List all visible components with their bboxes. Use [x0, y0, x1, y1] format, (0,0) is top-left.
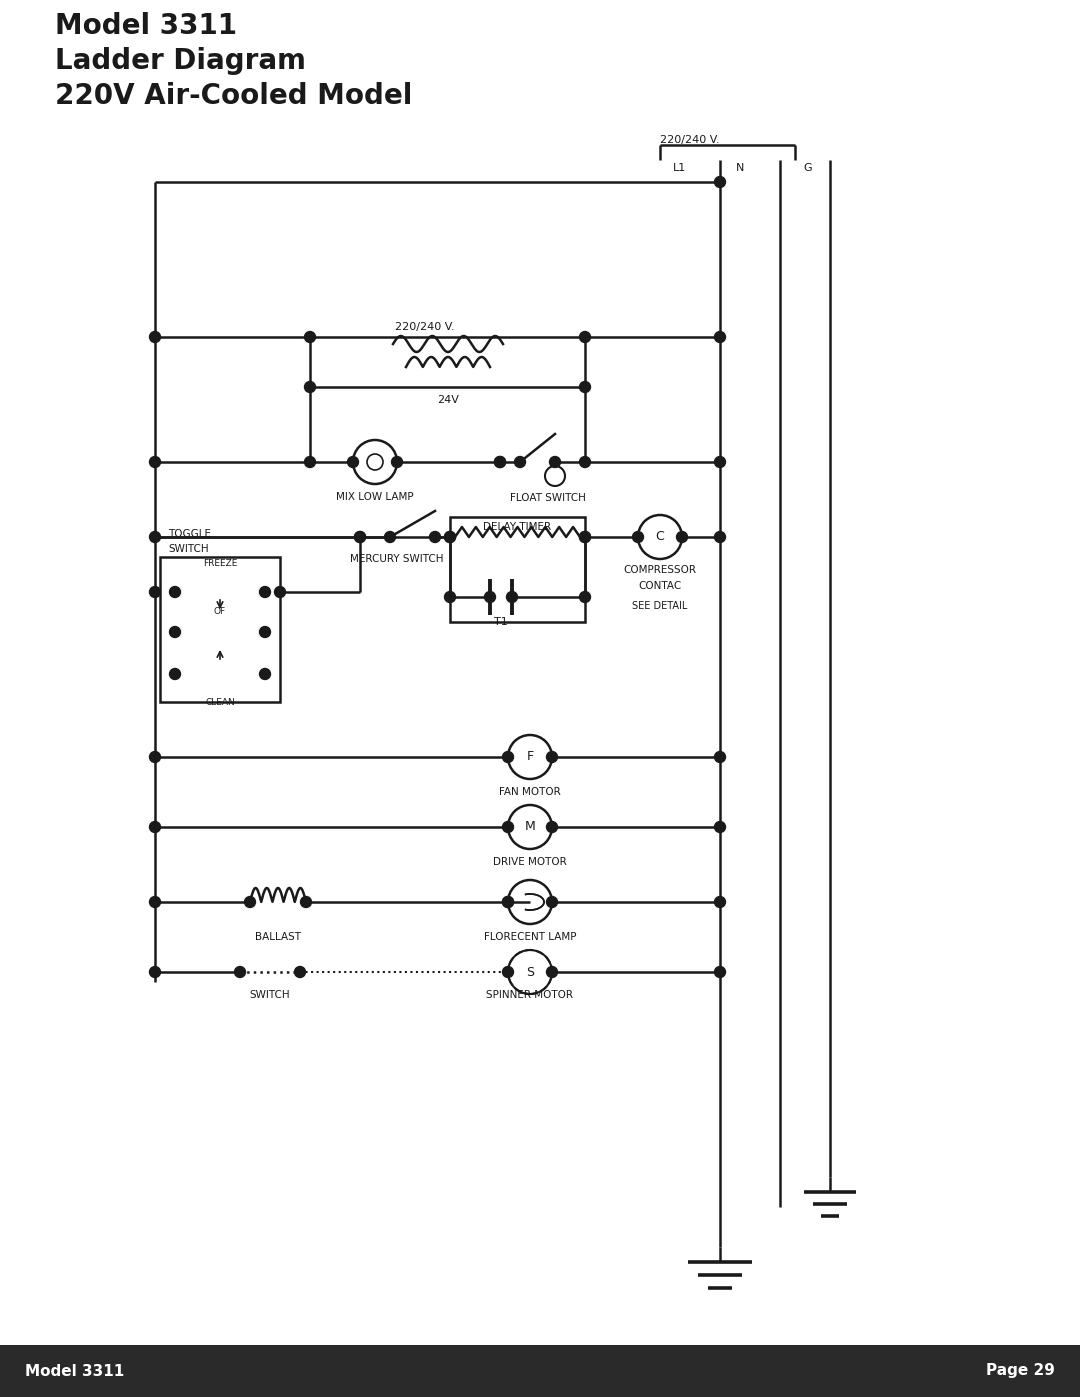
Circle shape: [546, 821, 557, 833]
Text: Model 3311: Model 3311: [55, 13, 237, 41]
Circle shape: [445, 531, 456, 542]
Text: CONTAC: CONTAC: [638, 581, 681, 591]
Text: Ladder Diagram: Ladder Diagram: [55, 47, 306, 75]
Text: Page 29: Page 29: [986, 1363, 1055, 1379]
Circle shape: [546, 752, 557, 763]
Circle shape: [715, 752, 726, 763]
Circle shape: [149, 457, 161, 468]
Bar: [0, 1345, 1080, 1397]
Circle shape: [149, 897, 161, 908]
Circle shape: [550, 457, 561, 468]
Circle shape: [715, 967, 726, 978]
Circle shape: [633, 531, 644, 542]
Text: SEE DETAIL: SEE DETAIL: [632, 601, 688, 610]
Circle shape: [149, 967, 161, 978]
Circle shape: [502, 967, 513, 978]
Circle shape: [259, 669, 270, 679]
Circle shape: [170, 587, 180, 598]
Text: SPINNER MOTOR: SPINNER MOTOR: [486, 990, 573, 1000]
Text: TOGGLE: TOGGLE: [168, 529, 211, 539]
Circle shape: [580, 381, 591, 393]
Text: S: S: [526, 965, 534, 978]
Text: 220/240 V.: 220/240 V.: [660, 136, 719, 145]
Text: 220/240 V.: 220/240 V.: [395, 321, 455, 332]
Text: BALLAST: BALLAST: [255, 932, 301, 942]
Text: L1: L1: [673, 163, 687, 173]
Circle shape: [354, 531, 365, 542]
Circle shape: [300, 897, 311, 908]
Circle shape: [259, 587, 270, 598]
Circle shape: [445, 591, 456, 602]
Text: SWITCH: SWITCH: [249, 990, 291, 1000]
Circle shape: [715, 531, 726, 542]
Circle shape: [715, 897, 726, 908]
Circle shape: [384, 531, 395, 542]
Text: MERCURY SWITCH: MERCURY SWITCH: [350, 555, 444, 564]
Circle shape: [502, 897, 513, 908]
Circle shape: [580, 457, 591, 468]
Text: FREEZE: FREEZE: [203, 559, 238, 569]
Circle shape: [715, 176, 726, 187]
Text: FLOAT SWITCH: FLOAT SWITCH: [510, 493, 586, 503]
Circle shape: [715, 457, 726, 468]
Circle shape: [580, 591, 591, 602]
Circle shape: [149, 821, 161, 833]
Text: MIX LOW LAMP: MIX LOW LAMP: [336, 492, 414, 502]
Circle shape: [580, 331, 591, 342]
Text: G: G: [804, 163, 812, 173]
Circle shape: [715, 331, 726, 342]
Circle shape: [234, 967, 245, 978]
Circle shape: [305, 381, 315, 393]
Circle shape: [514, 457, 526, 468]
Circle shape: [149, 587, 161, 598]
Text: OF: OF: [214, 608, 226, 616]
Circle shape: [507, 591, 517, 602]
Circle shape: [445, 531, 456, 542]
Circle shape: [715, 821, 726, 833]
Circle shape: [580, 531, 591, 542]
Text: 220V Air-Cooled Model: 220V Air-Cooled Model: [55, 82, 413, 110]
Text: F: F: [526, 750, 534, 764]
Circle shape: [244, 897, 256, 908]
Text: COMPRESSOR: COMPRESSOR: [623, 564, 697, 576]
Circle shape: [676, 531, 688, 542]
Text: SWITCH: SWITCH: [168, 543, 208, 555]
Circle shape: [149, 752, 161, 763]
Circle shape: [391, 457, 403, 468]
Circle shape: [274, 587, 285, 598]
Circle shape: [149, 531, 161, 542]
Bar: [160, 557, 280, 703]
Text: M: M: [525, 820, 536, 834]
Text: FLORECENT LAMP: FLORECENT LAMP: [484, 932, 577, 942]
Circle shape: [546, 967, 557, 978]
Circle shape: [354, 531, 365, 542]
Text: N: N: [735, 163, 744, 173]
Circle shape: [305, 331, 315, 342]
Circle shape: [485, 591, 496, 602]
Circle shape: [305, 457, 315, 468]
Circle shape: [580, 531, 591, 542]
Circle shape: [495, 457, 505, 468]
Circle shape: [495, 457, 505, 468]
Text: FAN MOTOR: FAN MOTOR: [499, 787, 561, 798]
Text: CLEAN: CLEAN: [205, 698, 234, 707]
Text: DELAY TIMER: DELAY TIMER: [483, 522, 551, 532]
Text: Model 3311: Model 3311: [25, 1363, 124, 1379]
Circle shape: [149, 331, 161, 342]
Circle shape: [430, 531, 441, 542]
Text: T1: T1: [495, 617, 508, 627]
Circle shape: [502, 821, 513, 833]
Circle shape: [295, 967, 306, 978]
Circle shape: [502, 752, 513, 763]
Circle shape: [259, 626, 270, 637]
Circle shape: [502, 897, 513, 908]
Circle shape: [546, 897, 557, 908]
Circle shape: [170, 669, 180, 679]
Text: C: C: [656, 531, 664, 543]
Bar: [450, 517, 585, 622]
Text: DRIVE MOTOR: DRIVE MOTOR: [494, 856, 567, 868]
Circle shape: [170, 626, 180, 637]
Text: 24V: 24V: [437, 395, 459, 405]
Circle shape: [348, 457, 359, 468]
